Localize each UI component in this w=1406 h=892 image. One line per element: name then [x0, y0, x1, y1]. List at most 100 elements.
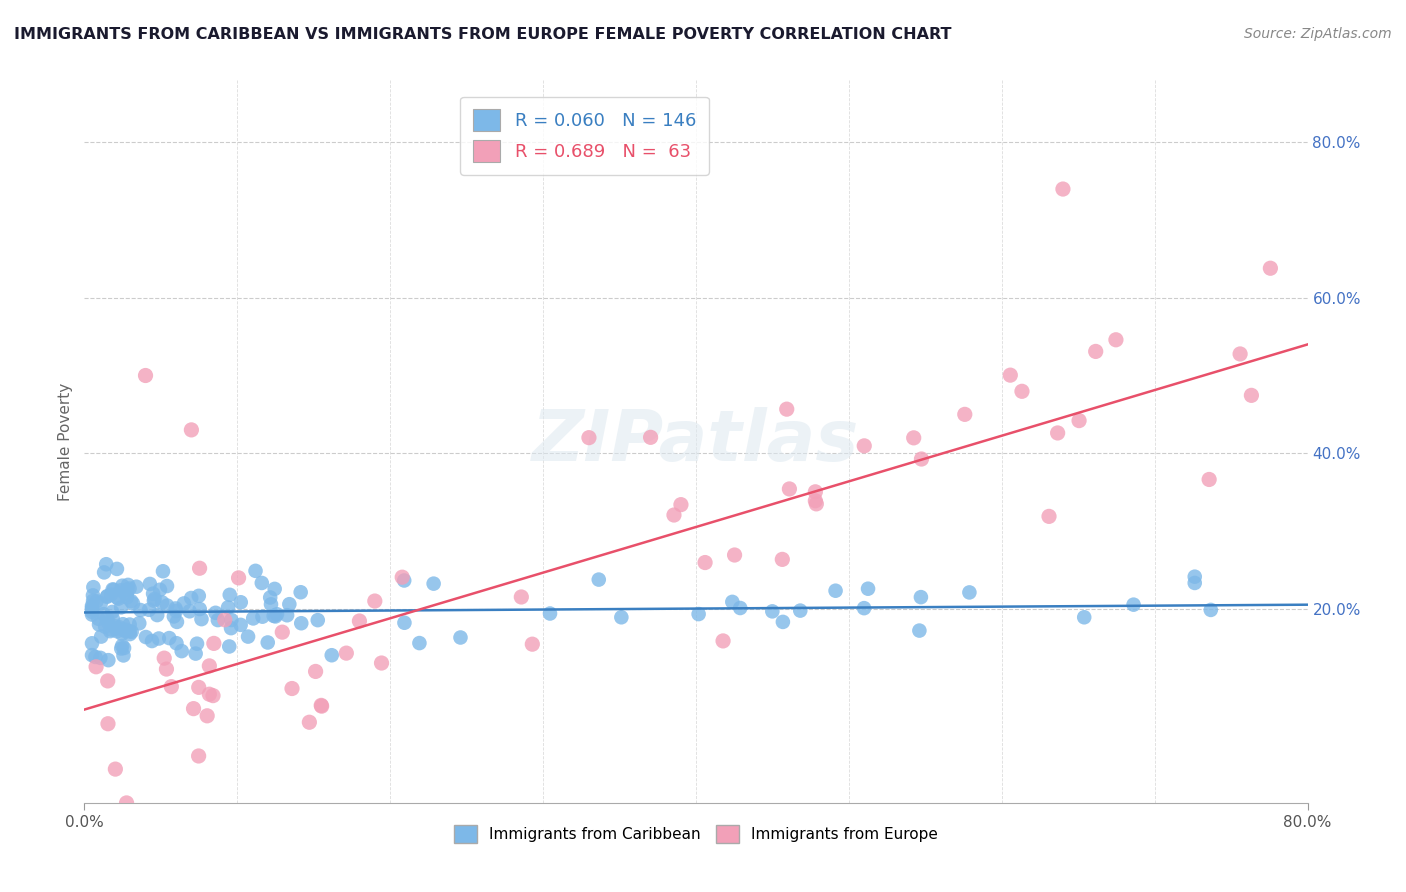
Point: [201, 689, 224, 703]
Point: [166, 615, 188, 629]
Point: [202, 636, 225, 650]
Point: [349, 614, 371, 628]
Point: [120, 594, 142, 608]
Point: [117, 578, 139, 592]
Point: [221, 613, 243, 627]
Point: [1240, 388, 1263, 402]
Point: [80, 636, 103, 650]
Point: [110, 600, 132, 615]
Point: [184, 647, 207, 661]
Point: [125, 580, 148, 594]
Point: [118, 627, 141, 641]
Point: [82, 594, 104, 608]
Point: [198, 687, 221, 701]
Point: [264, 609, 287, 624]
Point: [804, 493, 827, 508]
Point: [1198, 473, 1220, 487]
Point: [190, 612, 212, 626]
Point: [450, 631, 472, 645]
Point: [93, 607, 115, 621]
Point: [242, 611, 264, 625]
Point: [1260, 261, 1282, 276]
Point: [156, 599, 179, 613]
Point: [89, 651, 111, 665]
Point: [207, 613, 229, 627]
Point: [115, 796, 138, 810]
Point: [163, 609, 186, 624]
Point: [121, 624, 143, 639]
Point: [152, 564, 174, 578]
Point: [97, 673, 120, 688]
Point: [100, 623, 122, 637]
Point: [186, 637, 208, 651]
Point: [260, 597, 283, 611]
Point: [96, 590, 118, 604]
Point: [259, 591, 281, 605]
Point: [778, 482, 800, 496]
Point: [910, 590, 932, 604]
Point: [103, 582, 125, 597]
Point: [115, 591, 138, 605]
Point: [693, 556, 716, 570]
Point: [204, 606, 226, 620]
Point: [290, 616, 312, 631]
Point: [290, 585, 312, 599]
Point: [953, 408, 976, 422]
Point: [148, 632, 170, 646]
Point: [1199, 603, 1222, 617]
Point: [100, 588, 122, 602]
Point: [307, 613, 329, 627]
Point: [103, 619, 125, 633]
Point: [90, 596, 112, 610]
Point: [135, 630, 157, 644]
Point: [263, 608, 285, 623]
Point: [789, 604, 811, 618]
Point: [522, 637, 544, 651]
Text: ZIPatlas: ZIPatlas: [533, 407, 859, 476]
Point: [165, 601, 187, 615]
Point: [173, 596, 195, 610]
Point: [80, 648, 103, 662]
Point: [266, 607, 288, 622]
Point: [728, 601, 751, 615]
Point: [610, 610, 633, 624]
Point: [80, 602, 103, 616]
Point: [1052, 182, 1074, 196]
Point: [187, 681, 209, 695]
Point: [195, 708, 218, 723]
Point: [910, 452, 932, 467]
Point: [128, 616, 150, 631]
Point: [165, 604, 187, 618]
Y-axis label: Female Poverty: Female Poverty: [58, 383, 73, 500]
Point: [114, 623, 136, 637]
Point: [155, 662, 177, 676]
Point: [183, 701, 205, 715]
Point: [112, 648, 135, 663]
Point: [281, 681, 304, 696]
Point: [149, 582, 172, 597]
Point: [111, 627, 134, 641]
Point: [391, 570, 413, 584]
Point: [218, 588, 240, 602]
Point: [263, 582, 285, 596]
Point: [170, 644, 193, 658]
Point: [138, 603, 160, 617]
Point: [1073, 610, 1095, 624]
Point: [90, 630, 112, 644]
Point: [408, 636, 430, 650]
Point: [364, 594, 387, 608]
Point: [156, 579, 179, 593]
Point: [111, 617, 134, 632]
Point: [187, 749, 209, 764]
Point: [422, 576, 444, 591]
Point: [98, 624, 121, 639]
Point: [80, 605, 103, 619]
Point: [252, 609, 274, 624]
Point: [97, 615, 120, 630]
Point: [309, 698, 332, 713]
Point: [271, 625, 294, 640]
Point: [101, 612, 124, 626]
Point: [578, 431, 600, 445]
Point: [114, 624, 136, 639]
Point: [101, 605, 124, 619]
